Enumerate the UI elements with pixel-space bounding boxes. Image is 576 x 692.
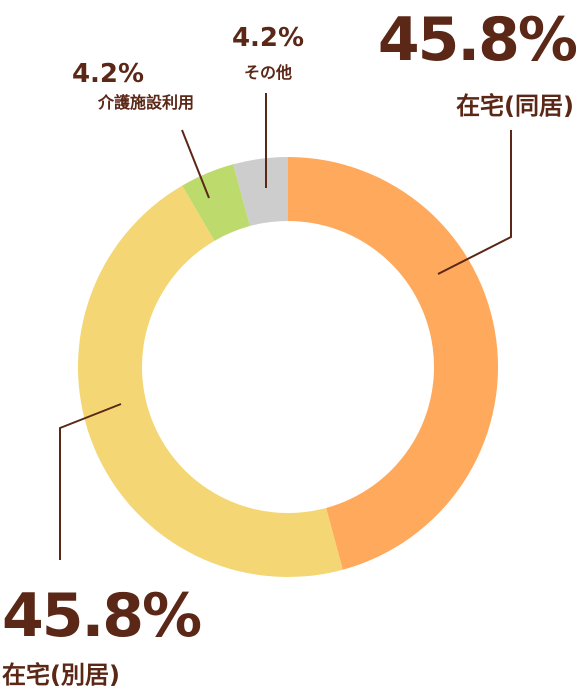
slice-kaigo-shisetsu [182, 164, 250, 241]
slice-value-label-sonota: 4.2% [232, 23, 304, 53]
slice-category-label-bekkyo: 在宅(別居) [2, 661, 120, 689]
slice-sonota [233, 157, 288, 227]
slice-category-label-dohkyo: 在宅(同居) [456, 92, 574, 120]
leader-line-kaigo [181, 129, 210, 199]
slice-category-label-sonota: その他 [244, 63, 292, 82]
slice-category-label-kaigo: 介護施設利用 [97, 93, 194, 112]
leader-line-bekkyo [59, 403, 122, 560]
leader-line-dohkyo [437, 130, 512, 275]
donut-slices [77, 157, 499, 578]
slice-zaitaku-bekkyo [77, 185, 343, 578]
slice-zaitaku-dohkyo [288, 157, 499, 570]
slice-value-label-kaigo: 4.2% [72, 59, 144, 89]
slice-value-label-bekkyo: 45.8% [2, 581, 201, 651]
slice-value-label-dohkyo: 45.8% [378, 5, 576, 75]
